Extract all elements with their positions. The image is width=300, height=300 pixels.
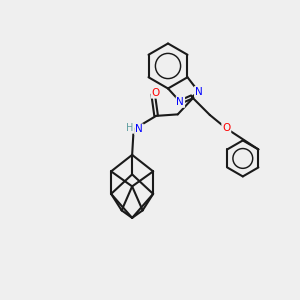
Text: O: O (222, 123, 230, 134)
Text: N: N (135, 124, 143, 134)
Text: O: O (152, 88, 160, 98)
Text: H: H (126, 123, 134, 133)
Text: N: N (176, 97, 184, 107)
Text: N: N (195, 87, 202, 97)
